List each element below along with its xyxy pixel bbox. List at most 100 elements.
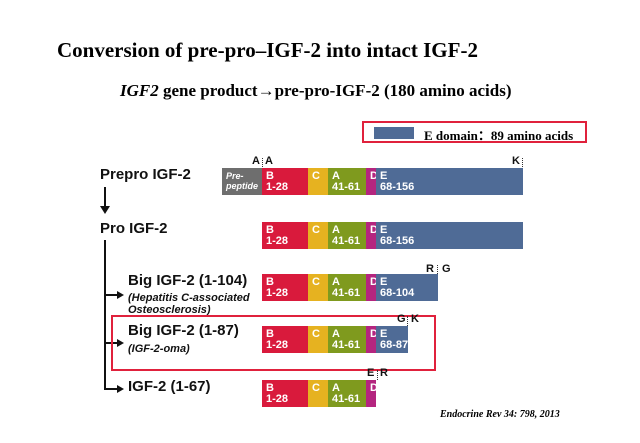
cleavage-tick xyxy=(262,158,263,169)
row-note-big-igf2-87: (IGF-2-oma) xyxy=(128,343,190,355)
connector-pro-trunk xyxy=(104,240,106,389)
segment-e-domain: E 68-156 xyxy=(376,222,523,249)
segment-range: 1-28 xyxy=(266,339,289,351)
cleavage-site-e: E xyxy=(367,367,375,379)
segment-e-domain: E 68-156 xyxy=(376,168,523,195)
segment-range: 68-87 xyxy=(380,339,409,351)
cleavage-site-k: K xyxy=(512,155,520,167)
segment-a-domain: A 41-61 xyxy=(328,168,366,195)
segment-name: C xyxy=(312,276,320,288)
segment-range: 41-61 xyxy=(332,287,361,299)
subtitle-text: gene product→pre-pro-IGF-2 (180 amino ac… xyxy=(158,81,512,100)
note-line: (Hepatitis C-associated xyxy=(128,292,250,304)
row-note-big-igf2-104: (Hepatitis C-associated Osteosclerosis) xyxy=(128,292,250,316)
cleavage-tick xyxy=(377,370,378,380)
segment-range: 68-156 xyxy=(380,235,415,247)
segment-range: 41-61 xyxy=(332,235,361,247)
highlight-box-big-igf2-87 xyxy=(111,315,436,371)
segment-e-domain: E 68-104 xyxy=(376,274,438,301)
segment-range: 1-28 xyxy=(266,181,289,193)
segment-name: B xyxy=(266,170,274,182)
citation: Endocrine Rev 34: 798, 2013 xyxy=(440,409,560,420)
segment-name: A xyxy=(332,170,340,182)
segment-d-domain: D xyxy=(366,168,378,195)
segment-range: 41-61 xyxy=(332,393,361,405)
segment-name: B xyxy=(266,276,274,288)
segment-c-domain: C xyxy=(308,222,328,249)
segment-c-domain: C xyxy=(308,168,328,195)
segment-name: B xyxy=(266,328,274,340)
note-line: (IGF-2-oma) xyxy=(128,343,190,355)
segment-name: D xyxy=(370,224,378,236)
subtitle: IGF2 gene product→pre-pro-IGF-2 (180 ami… xyxy=(120,81,511,101)
segment-e-domain: E 68-87 xyxy=(376,326,408,353)
segment-name: D xyxy=(370,382,378,394)
connector-prepro-to-pro xyxy=(104,187,106,207)
segment-name: C xyxy=(312,328,320,340)
segment-name: B xyxy=(266,224,274,236)
segment-b-domain: B 1-28 xyxy=(262,222,308,249)
segment-name: C xyxy=(312,382,320,394)
row-label-igf2-67: IGF-2 (1-67) xyxy=(128,378,211,395)
segment-b-domain: B 1-28 xyxy=(262,326,308,353)
segment-name: E xyxy=(380,276,388,288)
cleavage-tick xyxy=(407,316,408,326)
segment-name: C xyxy=(312,170,320,182)
segment-d-domain: D xyxy=(366,326,378,353)
cleavage-tick xyxy=(522,158,523,169)
segment-b-domain: B 1-28 xyxy=(262,274,308,301)
segment-name: A xyxy=(332,276,340,288)
segment-range: 68-156 xyxy=(380,181,415,193)
segment-a-domain: A 41-61 xyxy=(328,380,366,407)
segment-name: E xyxy=(380,224,388,236)
cleavage-site-k: K xyxy=(411,313,419,325)
segment-a-domain: A 41-61 xyxy=(328,326,366,353)
segment-range: 1-28 xyxy=(266,393,289,405)
cleavage-site-g: G xyxy=(442,263,451,275)
segment-b-domain: B 1-28 xyxy=(262,380,308,407)
segment-range: 41-61 xyxy=(332,339,361,351)
gene-name: IGF2 xyxy=(120,81,159,100)
segment-range: 68-104 xyxy=(380,287,415,299)
cleavage-site-a2: A xyxy=(265,155,273,167)
segment-range: 41-61 xyxy=(332,181,361,193)
arrow-right-to-igf67 xyxy=(117,385,124,393)
segment-range: 1-28 xyxy=(266,235,289,247)
segment-prepeptide: Pre-peptide xyxy=(222,168,262,195)
row-label-big-igf2-87: Big IGF-2 (1-87) xyxy=(128,322,239,339)
row-label-pro: Pro IGF-2 xyxy=(100,220,168,237)
cleavage-site-r: R xyxy=(426,263,434,275)
row-label-prepro: Prepro IGF-2 xyxy=(100,166,191,183)
segment-c-domain: C xyxy=(308,274,328,301)
cleavage-tick xyxy=(437,265,438,276)
segment-a-domain: A 41-61 xyxy=(328,222,366,249)
segment-range: 1-28 xyxy=(266,287,289,299)
segment-name: D xyxy=(370,328,378,340)
cleavage-site-r: R xyxy=(380,367,388,379)
segment-name: E xyxy=(380,170,388,182)
segment-name: E xyxy=(380,328,388,340)
segment-name: Pre- xyxy=(226,171,244,181)
cleavage-site-g: G xyxy=(397,313,406,325)
arrow-down-to-pro xyxy=(100,206,110,214)
legend-label: E domain：89 amino acids xyxy=(424,128,574,143)
segment-b-domain: B 1-28 xyxy=(262,168,308,195)
segment-name: B xyxy=(266,382,274,394)
page-title: Conversion of pre-pro–IGF-2 into intact … xyxy=(57,38,478,62)
segment-d-domain: D xyxy=(366,222,378,249)
segment-a-domain: A 41-61 xyxy=(328,274,366,301)
segment-d-domain: D xyxy=(366,380,378,407)
segment-name: D xyxy=(370,170,378,182)
arrow-right-to-big87 xyxy=(117,339,124,347)
note-line: Osteosclerosis) xyxy=(128,304,211,316)
segment-name: D xyxy=(370,276,378,288)
segment-c-domain: C xyxy=(308,326,328,353)
segment-d-domain: D xyxy=(366,274,378,301)
segment-name: A xyxy=(332,224,340,236)
segment-name: C xyxy=(312,224,320,236)
segment-name: A xyxy=(332,382,340,394)
cleavage-site-a1: A xyxy=(252,155,260,167)
segment-name: peptide xyxy=(226,181,259,191)
segment-name: A xyxy=(332,328,340,340)
segment-c-domain: C xyxy=(308,380,328,407)
